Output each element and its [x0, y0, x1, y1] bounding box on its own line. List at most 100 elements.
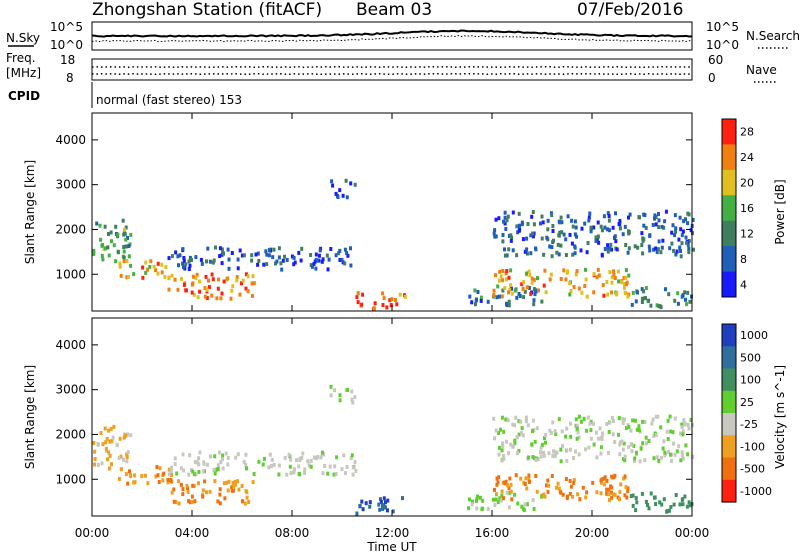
echo-cell — [551, 229, 555, 233]
echo-cell — [671, 430, 675, 435]
echo-cell — [657, 212, 660, 216]
echo-cell — [114, 259, 118, 264]
velocity-colorbar: 1000 500 100 25 -25 -100 -500 -1000 — [721, 323, 772, 503]
echo-cell — [107, 232, 110, 236]
echo-cell — [204, 274, 208, 279]
echo-cell — [389, 303, 393, 308]
echo-cell — [509, 442, 513, 447]
echo-cell — [500, 294, 504, 299]
echo-cell — [533, 439, 537, 444]
echo-cell — [213, 471, 217, 476]
echo-cell — [618, 497, 621, 502]
echo-cell — [515, 253, 519, 258]
nsearch-label: N.Search — [746, 29, 800, 43]
echo-cell — [617, 222, 621, 226]
echo-cell — [687, 212, 691, 217]
echo-cell — [677, 444, 681, 449]
echo-cell — [638, 459, 642, 464]
echo-cell — [498, 269, 502, 274]
echo-cell — [212, 467, 216, 472]
echo-cell — [559, 459, 563, 464]
echo-cell — [542, 283, 546, 288]
echo-cell — [618, 219, 622, 223]
echo-cell — [338, 248, 342, 253]
echo-cell — [125, 454, 129, 459]
echo-cell — [680, 233, 684, 238]
echo-cell — [572, 478, 576, 483]
echo-cell — [514, 415, 518, 420]
echo-cell — [573, 232, 577, 237]
echo-cell — [156, 261, 160, 266]
echo-cell — [544, 433, 548, 437]
echo-cell — [277, 246, 281, 251]
echo-cell — [598, 426, 602, 431]
echo-cell — [517, 448, 521, 453]
echo-cell — [574, 417, 578, 422]
echo-cell — [313, 259, 317, 264]
echo-cell — [226, 247, 230, 252]
echo-cell — [681, 456, 685, 461]
echo-cell — [122, 259, 126, 264]
echo-cell — [685, 504, 689, 509]
echo-cell — [194, 255, 198, 260]
echo-cell — [641, 441, 645, 446]
echo-cell — [531, 498, 535, 503]
echo-cell — [647, 506, 651, 511]
echo-cell — [584, 495, 588, 500]
colorbar-segment — [722, 368, 736, 392]
echo-cell — [344, 471, 347, 476]
echo-cell — [303, 467, 307, 472]
echo-cell — [373, 301, 377, 306]
echo-cell — [186, 490, 190, 494]
echo-cell — [594, 430, 598, 435]
echo-cell — [523, 502, 527, 507]
echo-cell — [140, 474, 144, 479]
echo-cell — [583, 221, 587, 226]
echo-cell — [112, 243, 116, 248]
echo-cell — [96, 462, 100, 467]
echo-cell — [198, 279, 201, 284]
echo-cell — [201, 494, 205, 499]
echo-cell — [382, 296, 386, 301]
echo-cell — [550, 254, 554, 259]
echo-cell — [343, 261, 347, 266]
echo-cell — [187, 499, 191, 504]
echo-cell — [550, 474, 554, 478]
echo-cell — [236, 257, 240, 262]
echo-cell — [668, 452, 672, 457]
echo-cell — [344, 178, 348, 183]
echo-cell — [117, 476, 121, 481]
echo-cell — [315, 258, 319, 263]
echo-cell — [678, 502, 682, 507]
colorbar-tick-label: 8 — [740, 253, 747, 266]
echo-cell — [535, 489, 539, 494]
echo-cell — [623, 291, 627, 295]
echo-cell — [531, 455, 535, 459]
echo-cell — [622, 286, 626, 291]
echo-cell — [265, 262, 269, 267]
echo-cell — [256, 262, 260, 267]
x-tick-label: 00:00 — [75, 526, 110, 540]
echo-cell — [500, 415, 504, 420]
echo-cell — [190, 258, 193, 262]
echo-cell — [677, 237, 681, 242]
echo-cell — [527, 473, 531, 478]
echo-cell — [504, 227, 508, 231]
echo-cell — [292, 255, 296, 260]
echo-cell — [170, 465, 174, 470]
echo-cell — [522, 280, 526, 285]
echo-cell — [262, 456, 266, 461]
echo-cell — [553, 454, 557, 459]
echo-cell — [625, 495, 629, 500]
echo-cell — [346, 388, 350, 392]
echo-cell — [245, 495, 249, 500]
echo-cell — [182, 468, 186, 473]
echo-cell — [605, 491, 609, 496]
echo-cell — [492, 497, 495, 502]
echo-cell — [326, 471, 330, 476]
echo-cell — [486, 299, 490, 304]
echo-cell — [125, 275, 129, 280]
echo-cell — [161, 478, 165, 483]
echo-cell — [501, 239, 505, 244]
echo-cell — [525, 251, 529, 256]
